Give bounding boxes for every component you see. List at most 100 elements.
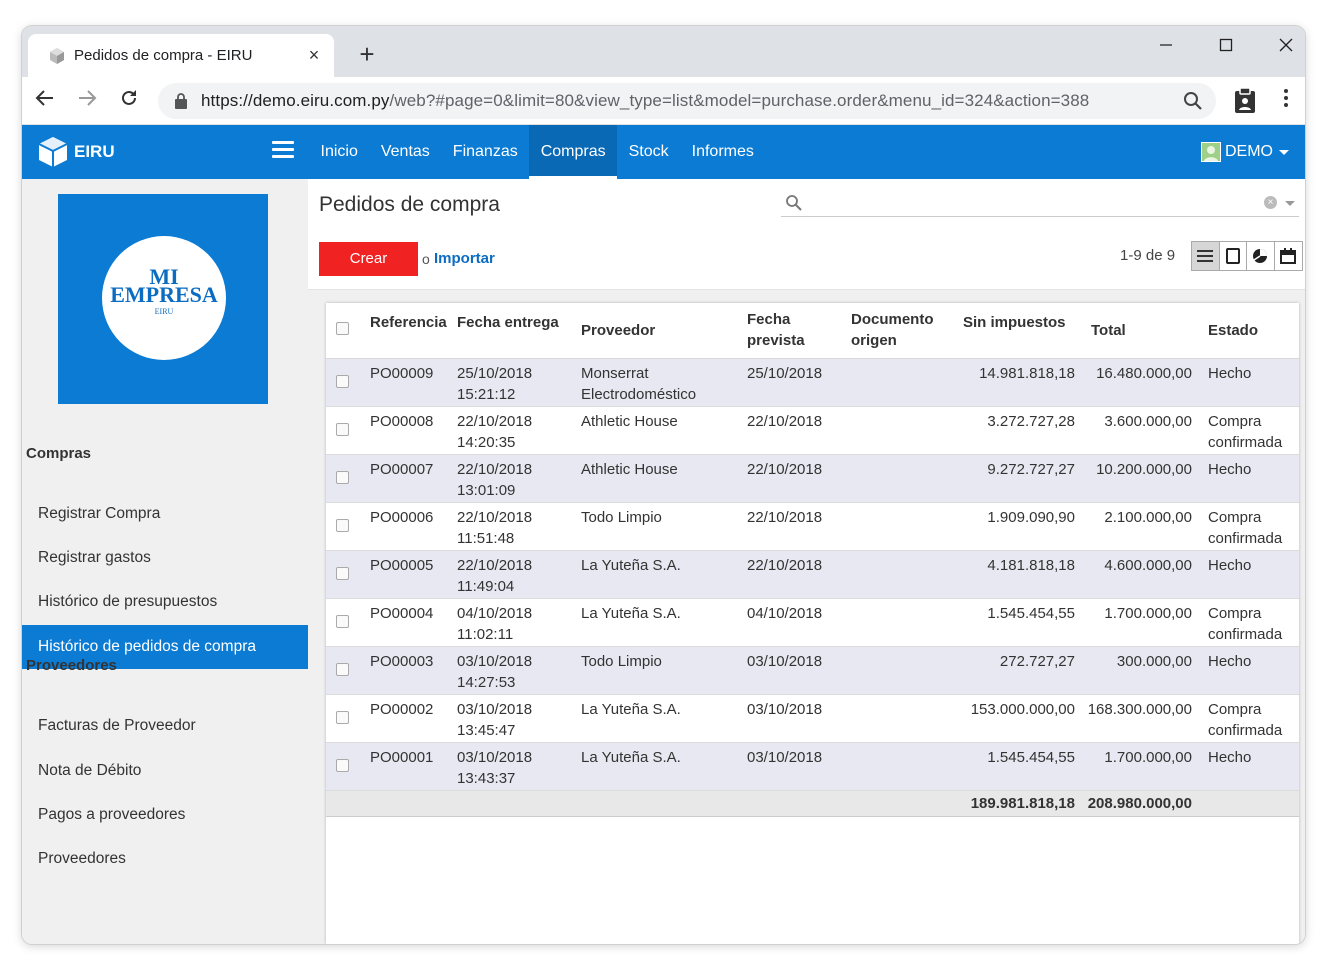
clipboard-extension-icon[interactable] [1232,87,1258,115]
row-checkbox[interactable] [336,710,349,724]
menu-item-inicio[interactable]: Inicio [320,143,358,160]
column-header-supplier[interactable]: Proveedor [577,303,743,359]
menu-item-stock[interactable]: Stock [628,143,669,160]
browser-menu-button[interactable] [1276,87,1296,115]
column-header-ref[interactable]: Referencia [366,303,453,359]
maximize-button[interactable] [1206,32,1246,60]
menu-item-finanzas[interactable]: Finanzas [452,143,518,160]
column-header-total[interactable]: Total [1079,303,1196,359]
zoom-icon[interactable] [1182,90,1204,112]
column-header-untaxed[interactable]: Sin impuestos [959,303,1079,359]
row-checkbox-cell[interactable] [326,742,366,791]
select-all-checkbox[interactable] [336,321,349,335]
list-view-button[interactable] [1192,242,1220,270]
company-name-line2: EMPRESA [110,282,218,307]
arrow-right-icon [79,90,97,106]
sidebar-item-proveedores[interactable]: Proveedores [38,850,126,867]
row-checkbox-cell[interactable] [326,598,366,647]
table-row[interactable]: PO00002 03/10/2018 13:45:47 La Yuteña S.A. 0… [326,694,1299,743]
row-checkbox-cell[interactable] [326,358,366,407]
column-header-origin[interactable]: Documento origen [847,303,959,359]
create-button[interactable]: Crear [319,242,418,276]
row-checkbox-cell[interactable] [326,406,366,455]
column-header-planned[interactable]: Fecha prevista [743,303,847,359]
row-checkbox[interactable] [336,470,349,484]
row-checkbox-cell[interactable] [326,454,366,503]
cell-date-day: 03/10/2018 [457,652,533,670]
browser-tab[interactable]: Pedidos de compra - EIRU × [28,34,334,77]
search-input[interactable]: × [781,189,1299,217]
eiru-logo-icon[interactable] [36,135,70,169]
table-row[interactable]: PO00005 22/10/2018 11:49:04 La Yuteña S.A. 2… [326,550,1299,599]
sidebar-item-pagos-proveedores[interactable]: Pagos a proveedores [38,806,186,823]
menu-item-informes[interactable]: Informes [691,143,754,160]
row-checkbox-cell[interactable] [326,694,366,743]
table-row[interactable]: PO00009 25/10/2018 15:21:12 Monserrat Elect… [326,358,1299,407]
footer-total: 208.980.000,00 [1079,790,1196,817]
close-window-button[interactable] [1266,32,1305,60]
table-row[interactable]: PO00003 03/10/2018 14:27:53 Todo Limpio 03/1… [326,646,1299,695]
hamburger-icon[interactable] [272,141,294,161]
table-row[interactable]: PO00001 03/10/2018 13:43:37 La Yuteña S.A. 0… [326,742,1299,791]
table-row[interactable]: PO00008 22/10/2018 14:20:35 Athletic House 2… [326,406,1299,455]
cell-origin [847,694,959,743]
menu-item-ventas[interactable]: Ventas [380,143,430,160]
cell-ref: PO00004 [366,598,453,647]
table-row[interactable]: PO00007 22/10/2018 13:01:09 Athletic House 2… [326,454,1299,503]
sidebar-item-nota-debito[interactable]: Nota de Débito [38,762,142,779]
select-all-checkbox-cell[interactable] [326,303,366,359]
cell-date-time: 13:45:47 [457,721,516,739]
cell-ref: PO00005 [366,550,453,599]
tab-close-icon[interactable]: × [308,45,320,65]
column-header-date[interactable]: Fecha entrega [453,303,577,359]
graph-view-button[interactable] [1247,242,1275,270]
new-tab-button[interactable]: + [359,39,375,69]
row-checkbox-cell[interactable] [326,502,366,551]
minimize-button[interactable] [1146,32,1186,60]
row-checkbox-cell[interactable] [326,646,366,695]
sidebar-item-historico-pedidos[interactable]: Histórico de pedidos de compra [22,625,308,669]
menu-item-compras[interactable]: Compras [529,125,618,179]
pager-value[interactable]: 1-9 de 9 [1120,247,1176,264]
search-options-caret-icon[interactable] [1285,201,1295,206]
import-button[interactable]: Importar [434,250,495,267]
row-checkbox[interactable] [336,518,349,532]
company-logo-circle: MI EMPRESA EIRU [102,236,226,360]
table-row[interactable]: PO00006 22/10/2018 11:51:48 Todo Limpio 22/1… [326,502,1299,551]
row-checkbox[interactable] [336,374,349,388]
column-header-state[interactable]: Estado [1196,303,1299,359]
row-checkbox[interactable] [336,566,349,580]
cell-planned: 22/10/2018 [743,454,847,503]
cell-date-time: 14:20:35 [457,433,516,451]
calendar-view-button[interactable] [1274,242,1302,270]
clear-search-icon[interactable]: × [1264,196,1277,209]
cell-supplier: Todo Limpio [577,646,743,695]
address-bar[interactable]: https://demo.eiru.com.py/web?#page=0&lim… [158,83,1216,119]
sidebar-section-compras: Compras [26,445,92,462]
user-menu[interactable]: DEMO [1201,141,1289,163]
cell-total: 1.700.000,00 [1079,598,1196,647]
form-icon [1225,248,1240,264]
row-checkbox[interactable] [336,422,349,436]
cell-date-time: 15:21:12 [457,385,516,403]
lock-icon [175,93,187,109]
table-body: PO00009 25/10/2018 15:21:12 Monserrat Elect… [326,358,1299,791]
reload-button[interactable] [114,86,144,116]
cell-state: Hecho [1196,358,1299,407]
row-checkbox[interactable] [336,662,349,676]
back-button[interactable] [30,86,60,116]
row-checkbox-cell[interactable] [326,550,366,599]
form-view-button[interactable] [1219,242,1247,270]
cell-date-time: 11:51:48 [457,529,515,547]
cell-date-time: 14:27:53 [457,673,516,691]
footer-empty [1196,790,1299,817]
sidebar-item-registrar-gastos[interactable]: Registrar gastos [38,549,151,566]
row-checkbox[interactable] [336,758,349,772]
row-checkbox[interactable] [336,614,349,628]
sidebar-item-facturas-proveedor[interactable]: Facturas de Proveedor [38,717,196,734]
cell-planned: 22/10/2018 [743,550,847,599]
table-row[interactable]: PO00004 04/10/2018 11:02:11 La Yuteña S.A. 0… [326,598,1299,647]
sidebar-item-registrar-compra[interactable]: Registrar Compra [38,505,161,522]
forward-button[interactable] [72,86,102,116]
sidebar-item-historico-presupuestos[interactable]: Histórico de presupuestos [38,593,218,610]
